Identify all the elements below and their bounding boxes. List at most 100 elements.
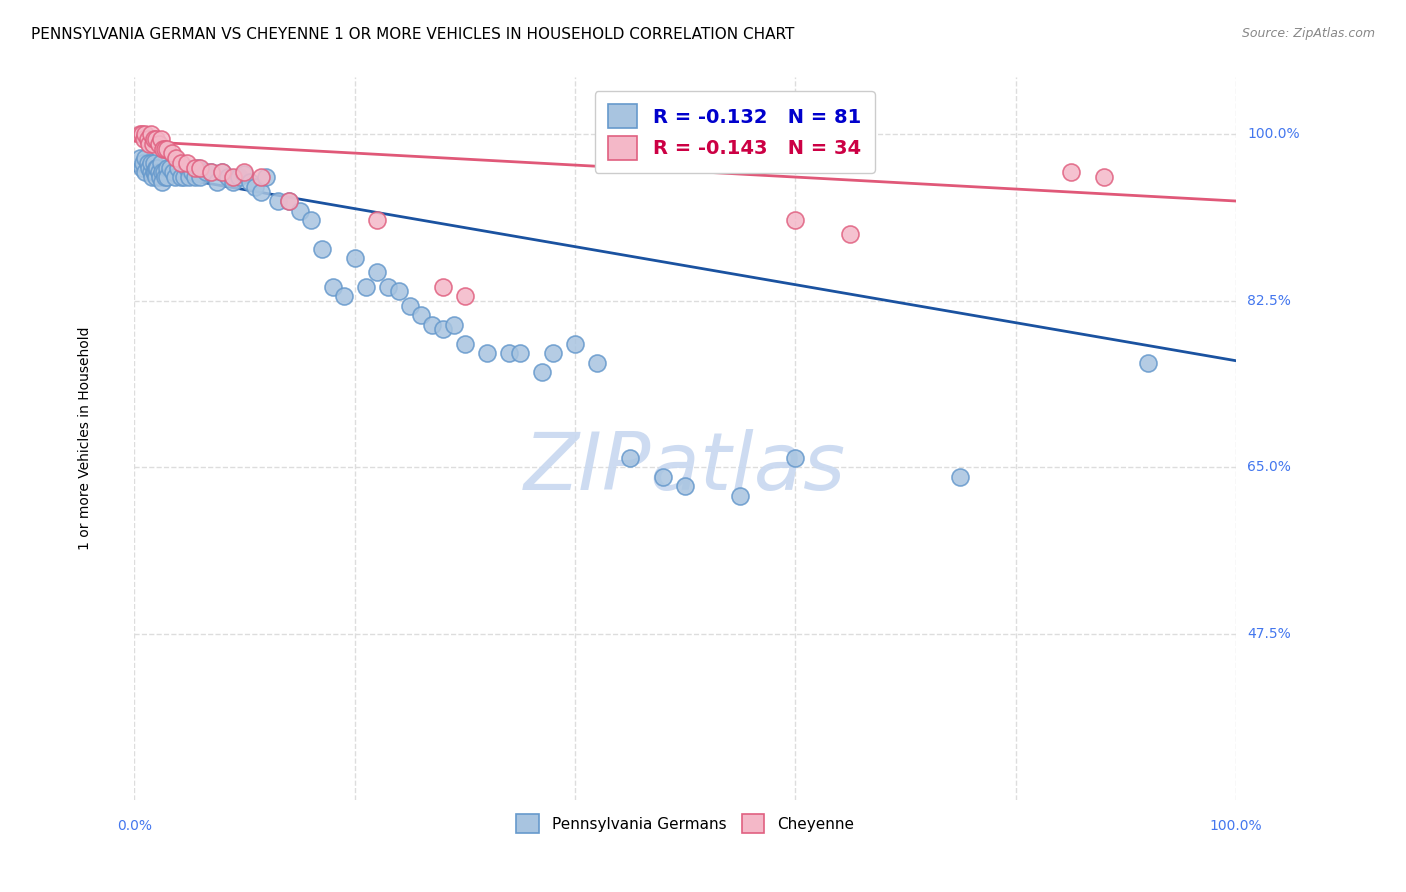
Point <box>311 242 333 256</box>
Point <box>322 279 344 293</box>
Point <box>509 346 531 360</box>
Point <box>149 156 172 170</box>
Point <box>165 151 187 165</box>
Point <box>190 170 212 185</box>
Point <box>149 132 172 146</box>
Point <box>211 165 233 179</box>
Text: PENNSYLVANIA GERMAN VS CHEYENNE 1 OR MORE VEHICLES IN HOUSEHOLD CORRELATION CHAR: PENNSYLVANIA GERMAN VS CHEYENNE 1 OR MOR… <box>31 27 794 42</box>
Point <box>299 213 322 227</box>
Point <box>141 170 163 185</box>
Point <box>366 265 388 279</box>
Point <box>145 161 167 175</box>
Point <box>266 194 288 208</box>
Point <box>454 336 477 351</box>
Point <box>200 165 222 179</box>
Point <box>194 165 217 179</box>
Point <box>530 365 553 379</box>
Point <box>169 170 191 185</box>
Point <box>233 168 256 182</box>
Point <box>475 346 498 360</box>
Point <box>153 165 176 179</box>
Point <box>388 285 411 299</box>
Point <box>160 146 183 161</box>
Point <box>233 165 256 179</box>
Point <box>343 251 366 265</box>
Point <box>167 161 190 175</box>
Point <box>277 194 299 208</box>
Point <box>245 179 267 194</box>
Point <box>150 165 173 179</box>
Point <box>136 132 159 146</box>
Point <box>150 175 173 189</box>
Point <box>949 469 972 483</box>
Point <box>134 132 156 146</box>
Point <box>153 142 176 156</box>
Point <box>132 156 155 170</box>
Point <box>432 279 454 293</box>
Point <box>586 356 609 370</box>
Text: 0.0%: 0.0% <box>117 820 152 833</box>
Point <box>652 469 675 483</box>
Point <box>277 194 299 208</box>
Text: 82.5%: 82.5% <box>1247 293 1291 308</box>
Point <box>420 318 443 332</box>
Point <box>143 132 166 146</box>
Point <box>180 165 202 179</box>
Point <box>366 213 388 227</box>
Point <box>839 227 862 242</box>
Point <box>785 213 807 227</box>
Point <box>673 479 696 493</box>
Point <box>785 450 807 465</box>
Point <box>222 175 245 189</box>
Point <box>250 185 273 199</box>
Point <box>146 161 169 175</box>
Point <box>250 170 273 185</box>
Point <box>165 170 187 185</box>
Point <box>432 322 454 336</box>
Point <box>190 161 212 175</box>
Point <box>138 161 160 175</box>
Point <box>187 161 209 175</box>
Point <box>228 170 250 185</box>
Point <box>619 450 641 465</box>
Point <box>184 170 207 185</box>
Point <box>139 165 162 179</box>
Point <box>217 170 239 185</box>
Point <box>139 156 162 170</box>
Point <box>131 161 153 175</box>
Point <box>156 142 179 156</box>
Point <box>728 489 751 503</box>
Point <box>149 170 172 185</box>
Point <box>564 336 586 351</box>
Point <box>354 279 377 293</box>
Point <box>200 165 222 179</box>
Point <box>134 165 156 179</box>
Point <box>153 170 176 185</box>
Text: ZIPatlas: ZIPatlas <box>524 428 846 507</box>
Point <box>398 299 420 313</box>
Text: 47.5%: 47.5% <box>1247 626 1291 640</box>
Point <box>156 161 179 175</box>
Point <box>138 136 160 151</box>
Point <box>152 142 174 156</box>
Point <box>454 289 477 303</box>
Point <box>256 170 278 185</box>
Point <box>156 170 179 185</box>
Point <box>145 170 167 185</box>
Point <box>136 156 159 170</box>
Point <box>1059 165 1081 179</box>
Point <box>148 165 170 179</box>
Text: 100.0%: 100.0% <box>1247 128 1299 142</box>
Point <box>162 165 184 179</box>
Point <box>332 289 354 303</box>
Point <box>142 136 165 151</box>
Point <box>541 346 564 360</box>
Point <box>176 156 198 170</box>
Point <box>239 175 262 189</box>
Point <box>143 165 166 179</box>
Point <box>145 132 167 146</box>
Legend: Pennsylvania Germans, Cheyenne: Pennsylvania Germans, Cheyenne <box>510 808 860 839</box>
Point <box>184 161 207 175</box>
Text: 1 or more Vehicles in Household: 1 or more Vehicles in Household <box>77 326 91 550</box>
Point <box>409 308 432 322</box>
